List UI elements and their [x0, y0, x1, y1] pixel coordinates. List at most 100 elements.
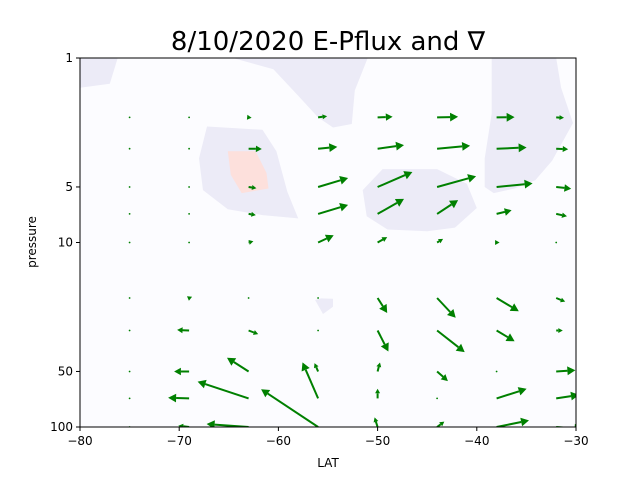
vector-shaft	[304, 369, 320, 399]
vector-arrow	[317, 203, 349, 215]
vector-head	[177, 327, 183, 334]
vector-head	[246, 114, 252, 120]
vector-dot	[128, 329, 131, 332]
vector-head	[518, 143, 527, 153]
x-axis-label: LAT	[317, 456, 339, 470]
vector-arrow	[437, 142, 471, 151]
vector-arrow	[495, 370, 498, 373]
vector-arrow	[496, 143, 527, 153]
vector-head	[564, 184, 572, 192]
vector-arrow	[261, 389, 319, 427]
vector-shaft	[436, 329, 460, 348]
vector-arrow	[187, 296, 193, 301]
vector-shaft	[556, 369, 568, 373]
vector-arrow	[556, 146, 569, 152]
vector-head	[495, 240, 500, 245]
vector-arrow	[436, 238, 444, 244]
x-tick-label: −60	[266, 434, 291, 448]
vector-shaft	[317, 179, 341, 188]
vector-arrow	[496, 208, 512, 216]
vector-arrow	[556, 184, 572, 192]
plot-area	[79, 57, 577, 428]
vector-shaft	[496, 297, 513, 309]
vector-shaft	[376, 297, 384, 307]
vector-arrow	[301, 362, 320, 399]
vector-arrow	[188, 186, 191, 188]
vector-arrow	[188, 241, 191, 244]
vector-head	[394, 198, 404, 207]
vector-arrow	[377, 198, 404, 215]
vector-head	[328, 143, 338, 152]
vector-arrow	[555, 212, 567, 218]
vector-shaft	[496, 329, 509, 339]
vector-shaft	[436, 297, 451, 313]
y-axis: 1 5 10 50 100	[50, 51, 80, 434]
vector-head	[567, 366, 576, 376]
vector-dot	[188, 147, 191, 150]
vector-head	[520, 417, 529, 427]
vector-arrow	[437, 112, 459, 122]
vector-dot	[317, 329, 319, 332]
vector-arrow	[248, 240, 254, 245]
vector-arrow	[436, 174, 477, 188]
vector-arrow	[436, 397, 438, 400]
vector-head	[455, 343, 465, 353]
x-tick-label: −80	[67, 434, 92, 448]
vector-shaft	[317, 237, 328, 244]
vector-arrow	[495, 240, 500, 245]
x-axis: −80 −70 −60 −50 −40 −30	[67, 427, 589, 448]
vector-head	[461, 142, 471, 151]
contour-region-negative	[484, 58, 573, 194]
vector-dot	[317, 297, 319, 299]
vector-arrow	[496, 112, 515, 122]
vector-head	[403, 171, 413, 180]
vector-head	[440, 374, 448, 382]
vector-head	[253, 330, 259, 335]
vector-arrow	[174, 367, 190, 376]
vector-arrow	[436, 370, 448, 382]
vector-dot	[555, 241, 558, 244]
vector-dot	[247, 297, 250, 299]
vector-arrow	[247, 297, 250, 299]
vector-head	[187, 296, 193, 301]
vector-shaft	[377, 145, 397, 150]
vector-head	[339, 176, 349, 185]
vector-arrow	[377, 113, 393, 121]
vector-head	[509, 303, 519, 312]
x-tick-label: −50	[365, 434, 390, 448]
x-tick-label: −70	[167, 434, 192, 448]
vector-arrow	[128, 116, 131, 119]
vector-shaft	[377, 238, 384, 244]
vector-head	[255, 145, 262, 153]
vector-head	[570, 391, 576, 401]
vector-dot	[128, 297, 131, 299]
vector-arrow	[317, 114, 328, 120]
vector-arrow	[248, 329, 259, 335]
vector-arrow	[188, 147, 191, 150]
vector-shaft	[437, 145, 463, 150]
vector-arrow	[317, 329, 319, 332]
vector-shaft	[248, 186, 253, 189]
vector-head	[517, 387, 527, 396]
vector-head	[395, 141, 404, 151]
vector-head	[561, 212, 567, 218]
vector-arrow	[128, 397, 131, 400]
vector-arrow	[376, 330, 389, 352]
vector-shaft	[436, 203, 452, 215]
vector-shaft	[496, 390, 520, 400]
vector-arrow	[248, 145, 262, 153]
vector-arrow	[314, 363, 320, 372]
vector-head	[447, 309, 456, 318]
vector-dot	[188, 241, 191, 244]
vector-arrow	[318, 143, 338, 152]
vector-shaft	[317, 206, 341, 215]
vector-shaft	[496, 210, 506, 215]
y-tick-label: 50	[58, 364, 73, 378]
vector-head	[505, 333, 515, 342]
vector-head	[506, 112, 515, 122]
contour-region-negative	[80, 58, 118, 88]
vector-arrow	[197, 379, 249, 400]
vector-dot	[188, 213, 191, 215]
vector-arrow	[496, 417, 529, 427]
vector-dot	[128, 186, 131, 188]
